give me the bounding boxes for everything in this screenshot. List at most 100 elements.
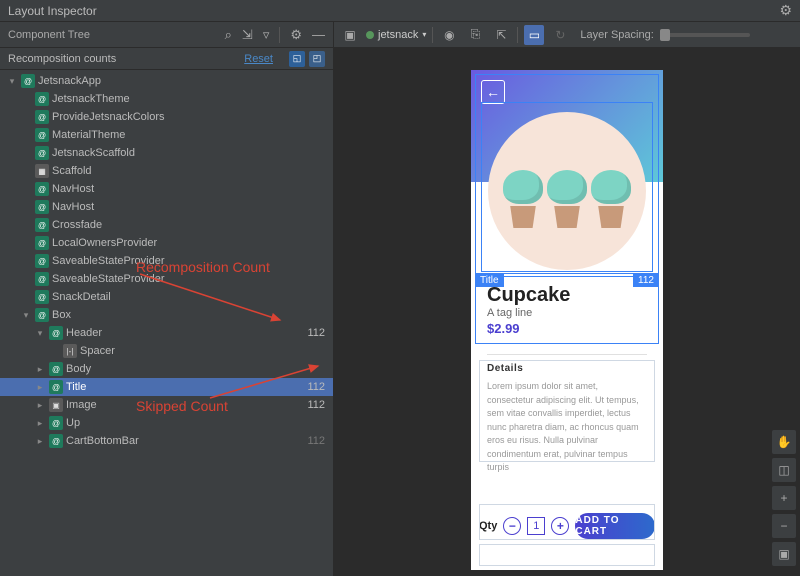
compose-icon: @ (49, 416, 63, 430)
reset-link[interactable]: Reset (244, 53, 273, 65)
chevron-icon[interactable]: ▾ (6, 76, 18, 87)
node-name: NavHost (52, 201, 94, 213)
recomp-count-icon[interactable]: ◱ (289, 51, 305, 67)
rotate-icon[interactable]: ↻ (550, 25, 570, 45)
skip-count-icon[interactable]: ◰ (309, 51, 325, 67)
node-name: NavHost (52, 183, 94, 195)
tree-row[interactable]: @SaveableStateProvider (0, 252, 333, 270)
chevron-icon[interactable]: ▾ (34, 328, 46, 339)
product-image (488, 112, 646, 270)
tree-row[interactable]: @MaterialTheme (0, 126, 333, 144)
pan-icon[interactable]: ✋ (772, 430, 796, 454)
mode-2d-icon[interactable]: ▭ (524, 25, 544, 45)
export-icon[interactable]: ⇱ (491, 25, 511, 45)
node-name: Box (52, 309, 71, 321)
node-name: LocalOwnersProvider (52, 237, 157, 249)
process-name: jetsnack (378, 29, 418, 41)
tree-row[interactable]: @LocalOwnersProvider (0, 234, 333, 252)
left-panel: Component Tree ⌕ ⇲ ▿ ⚙ — Recomposition c… (0, 22, 334, 576)
status-dot (366, 31, 374, 39)
settings-icon[interactable]: ⚙ (779, 2, 792, 19)
node-name: JetsnackApp (38, 75, 101, 87)
cart-bottom-bar: Qty − 1 + ADD TO CART (479, 504, 655, 540)
compose-icon: @ (35, 218, 49, 232)
titlebar: Layout Inspector ⚙ (0, 0, 800, 22)
zoom-in-icon[interactable]: + (772, 486, 796, 510)
tree-row[interactable]: @SaveableStateProvider (0, 270, 333, 288)
minimize-icon[interactable]: — (312, 27, 325, 42)
back-button[interactable]: ← (481, 80, 505, 104)
node-name: Body (66, 363, 91, 375)
node-name: Scaffold (52, 165, 92, 177)
tree-row[interactable]: @SnackDetail (0, 288, 333, 306)
tree-row[interactable]: @JetsnackScaffold (0, 144, 333, 162)
search-icon[interactable]: ⌕ (225, 27, 232, 43)
tree-row[interactable]: @JetsnackTheme (0, 90, 333, 108)
compose-icon: @ (35, 92, 49, 106)
tree-row[interactable]: @ProvideJetsnackColors (0, 108, 333, 126)
chevron-icon[interactable]: ▸ (34, 436, 46, 447)
compose-icon: @ (49, 380, 63, 394)
layer-spacing-slider[interactable] (660, 33, 750, 37)
compose-icon: @ (35, 128, 49, 142)
tree-row[interactable]: @Crossfade (0, 216, 333, 234)
details-body: Lorem ipsum dolor sit amet, consectetur … (487, 380, 647, 475)
tree-row[interactable]: ▸@Up (0, 414, 333, 432)
compose-icon: @ (35, 200, 49, 214)
node-name: Title (66, 381, 86, 393)
layer-spacing-label: Layer Spacing: (580, 29, 653, 41)
zoom-out-icon[interactable]: − (772, 514, 796, 538)
tree-row[interactable]: @NavHost (0, 198, 333, 216)
node-name: MaterialTheme (52, 129, 125, 141)
layers-icon[interactable]: ◫ (772, 458, 796, 482)
count-overlay-label: 112 (633, 274, 659, 287)
device-frame: ← Title 112 Cupcake A tag line $2.99 (471, 70, 663, 570)
qty-minus-button[interactable]: − (503, 517, 521, 535)
tree-row[interactable]: ▸@Body (0, 360, 333, 378)
tree-row[interactable]: ▾@Box (0, 306, 333, 324)
chevron-icon[interactable]: ▸ (34, 382, 46, 393)
preview-canvas[interactable]: ← Title 112 Cupcake A tag line $2.99 (334, 48, 800, 576)
tree-row[interactable]: |-|Spacer (0, 342, 333, 360)
qty-plus-button[interactable]: + (551, 517, 569, 535)
tree-row[interactable]: ▦Scaffold (0, 162, 333, 180)
qty-value: 1 (527, 517, 545, 535)
node-name: Header (66, 327, 102, 339)
snapshot-icon[interactable]: ⎘ (465, 25, 485, 45)
node-name: Spacer (80, 345, 115, 357)
recomposition-header: Recomposition counts Reset ◱ ◰ (0, 48, 333, 70)
collapse-icon[interactable]: ⇲ (242, 27, 253, 43)
process-selector[interactable]: jetsnack ▾ (366, 29, 426, 41)
tree-row[interactable]: ▾@JetsnackApp (0, 72, 333, 90)
live-icon[interactable]: ◉ (439, 25, 459, 45)
filter-icon[interactable]: ▿ (263, 27, 270, 43)
node-name: ProvideJetsnackColors (52, 111, 165, 123)
chevron-icon[interactable]: ▸ (34, 418, 46, 429)
settings-icon[interactable]: ⚙ (290, 27, 302, 43)
chevron-icon[interactable]: ▾ (20, 310, 32, 321)
chevron-icon[interactable]: ▸ (34, 400, 46, 411)
chevron-icon[interactable]: ▸ (34, 364, 46, 375)
recomp-count: 112 (307, 327, 325, 339)
tree-row[interactable]: ▸@Title112 (0, 378, 333, 396)
add-to-cart-button[interactable]: ADD TO CART (575, 513, 655, 539)
node-name: SaveableStateProvider (52, 255, 165, 267)
tree-row[interactable]: ▾@Header112 (0, 324, 333, 342)
product-title: Cupcake (487, 284, 647, 307)
tree-row[interactable]: ▸@CartBottomBar112 (0, 432, 333, 450)
tree-row[interactable]: @NavHost (0, 180, 333, 198)
stop-icon[interactable]: ▣ (340, 25, 360, 45)
component-tree-label: Component Tree (8, 29, 90, 41)
details-section: Details Lorem ipsum dolor sit amet, cons… (479, 346, 655, 483)
details-header: Details (487, 363, 647, 374)
tree-row[interactable]: ▸▣Image112 (0, 396, 333, 414)
compose-icon: @ (49, 362, 63, 376)
skip-count: 112 (297, 435, 325, 447)
component-tree[interactable]: ▾@JetsnackApp@JetsnackTheme@ProvideJetsn… (0, 70, 333, 576)
compose-icon: @ (35, 146, 49, 160)
fit-icon[interactable]: ▣ (772, 542, 796, 566)
node-name: Up (66, 417, 80, 429)
compose-icon: @ (35, 290, 49, 304)
node-name: Crossfade (52, 219, 102, 231)
compose-icon: @ (35, 254, 49, 268)
